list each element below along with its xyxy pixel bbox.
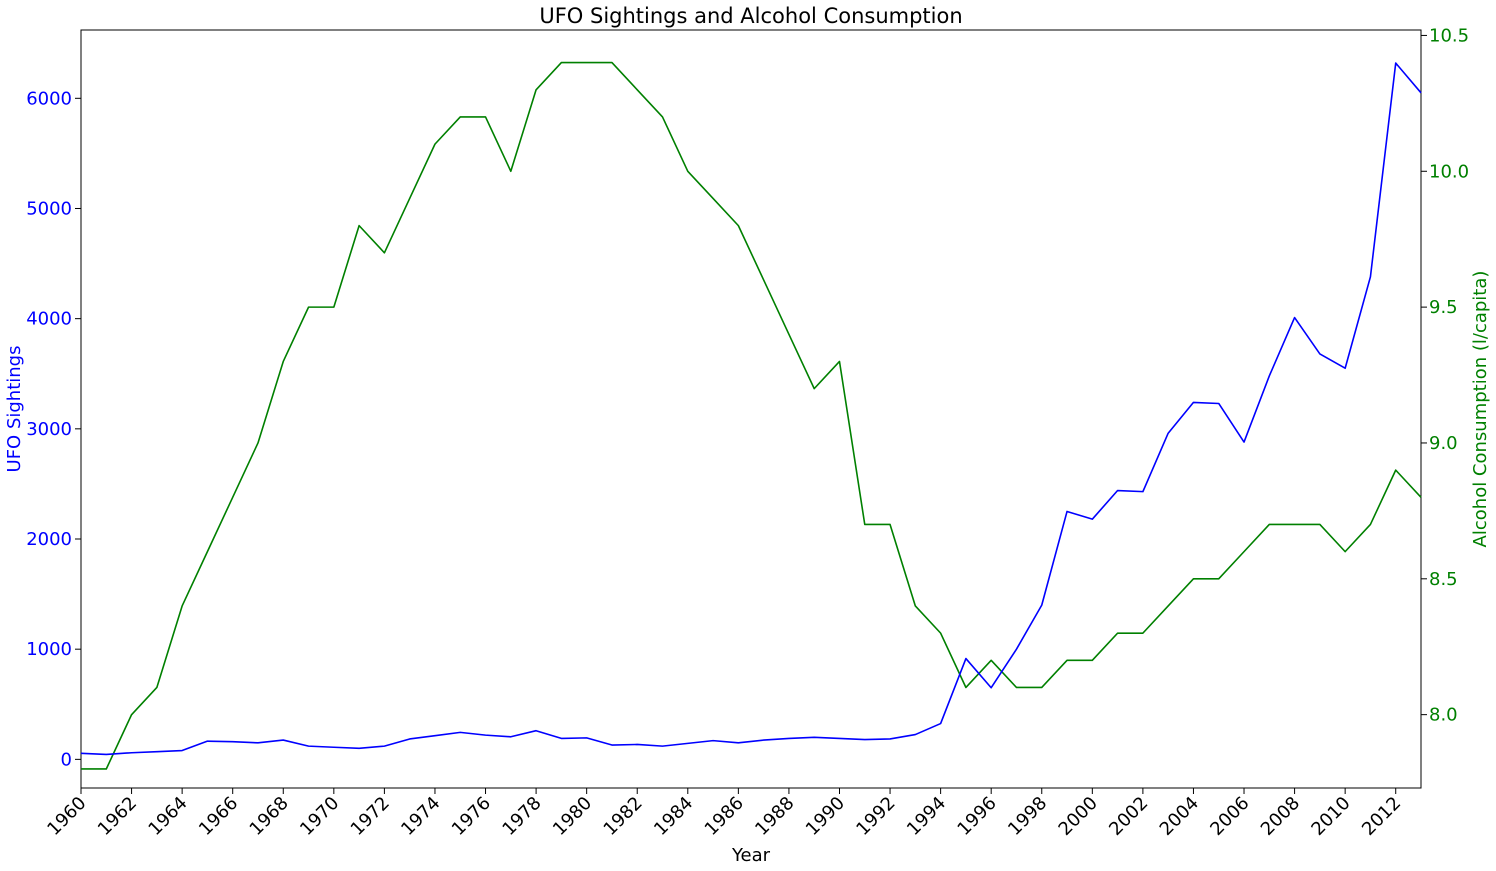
x-tick-label: 1968	[246, 793, 293, 840]
x-tick-label: 2002	[1105, 793, 1152, 840]
right-y-tick-label: 9.0	[1429, 433, 1458, 454]
x-tick-label: 1976	[448, 793, 495, 840]
left-y-tick-label: 6000	[26, 88, 72, 109]
right-y-tick-label: 10.0	[1429, 161, 1469, 182]
x-tick-label: 1990	[802, 793, 849, 840]
x-axis-title: Year	[731, 845, 771, 866]
x-tick-label: 1970	[296, 793, 343, 840]
x-tick-label: 1960	[43, 793, 90, 840]
left-y-tick-label: 5000	[26, 198, 72, 219]
left-y-tick-label: 3000	[26, 419, 72, 440]
x-tick-label: 1996	[953, 793, 1000, 840]
x-tick-label: 2012	[1358, 793, 1405, 840]
x-tick-label: 1966	[195, 793, 242, 840]
x-axis: 1960 1962 1964 1966 1968 1970 1972 1974 1976 1978…	[43, 788, 1405, 840]
x-tick-label: 2000	[1055, 793, 1102, 840]
x-tick-label: 1986	[701, 793, 748, 840]
x-tick-label: 2004	[1156, 793, 1203, 840]
right-y-tick-label: 9.5	[1429, 297, 1458, 318]
x-tick-label: 2006	[1206, 793, 1253, 840]
left-y-axis-title: UFO Sightings	[4, 346, 25, 473]
x-tick-label: 1984	[650, 793, 697, 840]
x-tick-label: 1992	[852, 793, 899, 840]
right-y-tick-label: 8.0	[1429, 705, 1458, 726]
x-tick-label: 1998	[1004, 793, 1051, 840]
x-tick-label: 1982	[600, 793, 647, 840]
x-tick-label: 1980	[549, 793, 596, 840]
alcohol-consumption-line	[81, 61, 1422, 770]
left-y-tick-label: 4000	[26, 309, 72, 330]
x-tick-label: 2010	[1307, 793, 1354, 840]
left-y-axis: 0 1000 2000 3000 4000 5000 6000	[26, 88, 81, 770]
x-tick-label: 2008	[1257, 793, 1304, 840]
right-y-axis-title: Alcohol Consumption (l/capita)	[1470, 271, 1491, 548]
x-tick-label: 1974	[397, 793, 444, 840]
left-y-tick-label: 1000	[26, 639, 72, 660]
plot-area	[80, 29, 1422, 789]
ufo-sightings-line	[80, 62, 1422, 756]
right-y-tick-label: 10.5	[1429, 25, 1469, 46]
left-y-tick-label: 2000	[26, 529, 72, 550]
x-tick-label: 1964	[144, 793, 191, 840]
right-y-axis: 8.0 8.5 9.0 9.5 10.0 10.5	[1421, 25, 1469, 726]
right-y-tick-label: 8.5	[1429, 569, 1458, 590]
x-tick-label: 1988	[751, 793, 798, 840]
chart-title: UFO Sightings and Alcohol Consumption	[539, 4, 962, 28]
plot-frame	[80, 29, 1422, 789]
x-tick-label: 1994	[903, 793, 950, 840]
x-tick-label: 1962	[94, 793, 141, 840]
series-group	[80, 61, 1422, 770]
left-y-tick-label: 0	[61, 749, 72, 770]
x-tick-label: 1972	[347, 793, 394, 840]
x-tick-label: 1978	[498, 793, 545, 840]
